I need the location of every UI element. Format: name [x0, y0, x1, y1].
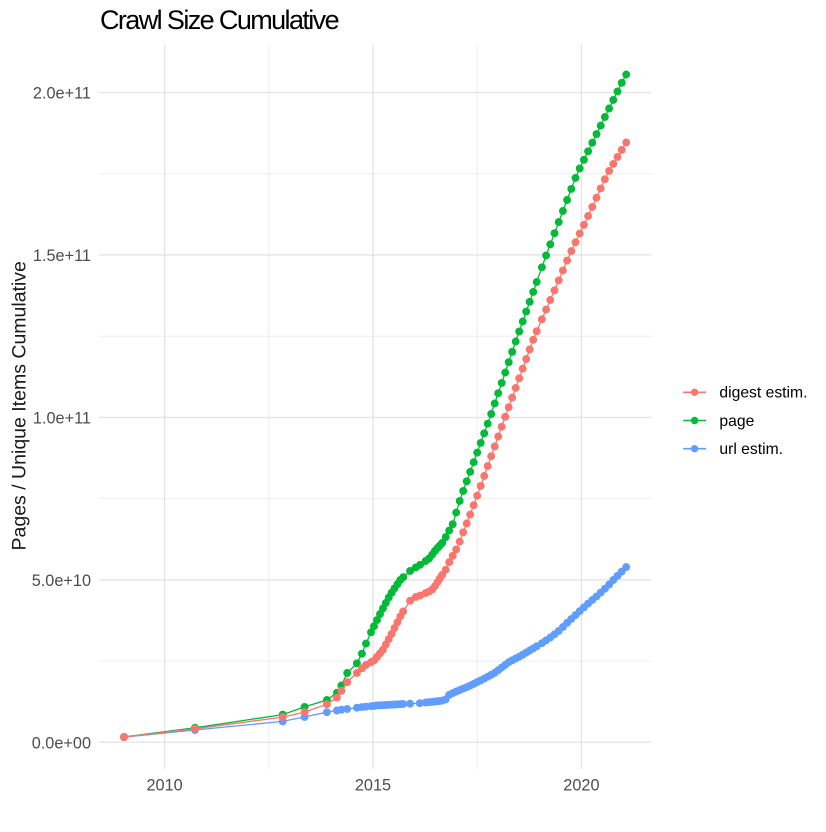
- svg-text:2020: 2020: [563, 777, 599, 795]
- svg-text:0.0e+00: 0.0e+00: [32, 734, 91, 752]
- svg-text:1.5e+11: 1.5e+11: [33, 247, 91, 265]
- svg-text:Crawl Size Cumulative: Crawl Size Cumulative: [100, 5, 339, 35]
- svg-text:2015: 2015: [355, 777, 391, 795]
- svg-text:digest estim.: digest estim.: [719, 385, 807, 402]
- svg-text:url estim.: url estim.: [719, 441, 783, 458]
- svg-text:Pages / Unique Items Cumulativ: Pages / Unique Items Cumulative: [9, 261, 31, 550]
- svg-text:2010: 2010: [146, 777, 182, 795]
- svg-text:page: page: [719, 413, 754, 430]
- svg-text:5.0e+10: 5.0e+10: [32, 572, 91, 590]
- svg-text:1.0e+11: 1.0e+11: [33, 410, 91, 428]
- svg-text:2.0e+11: 2.0e+11: [33, 85, 91, 103]
